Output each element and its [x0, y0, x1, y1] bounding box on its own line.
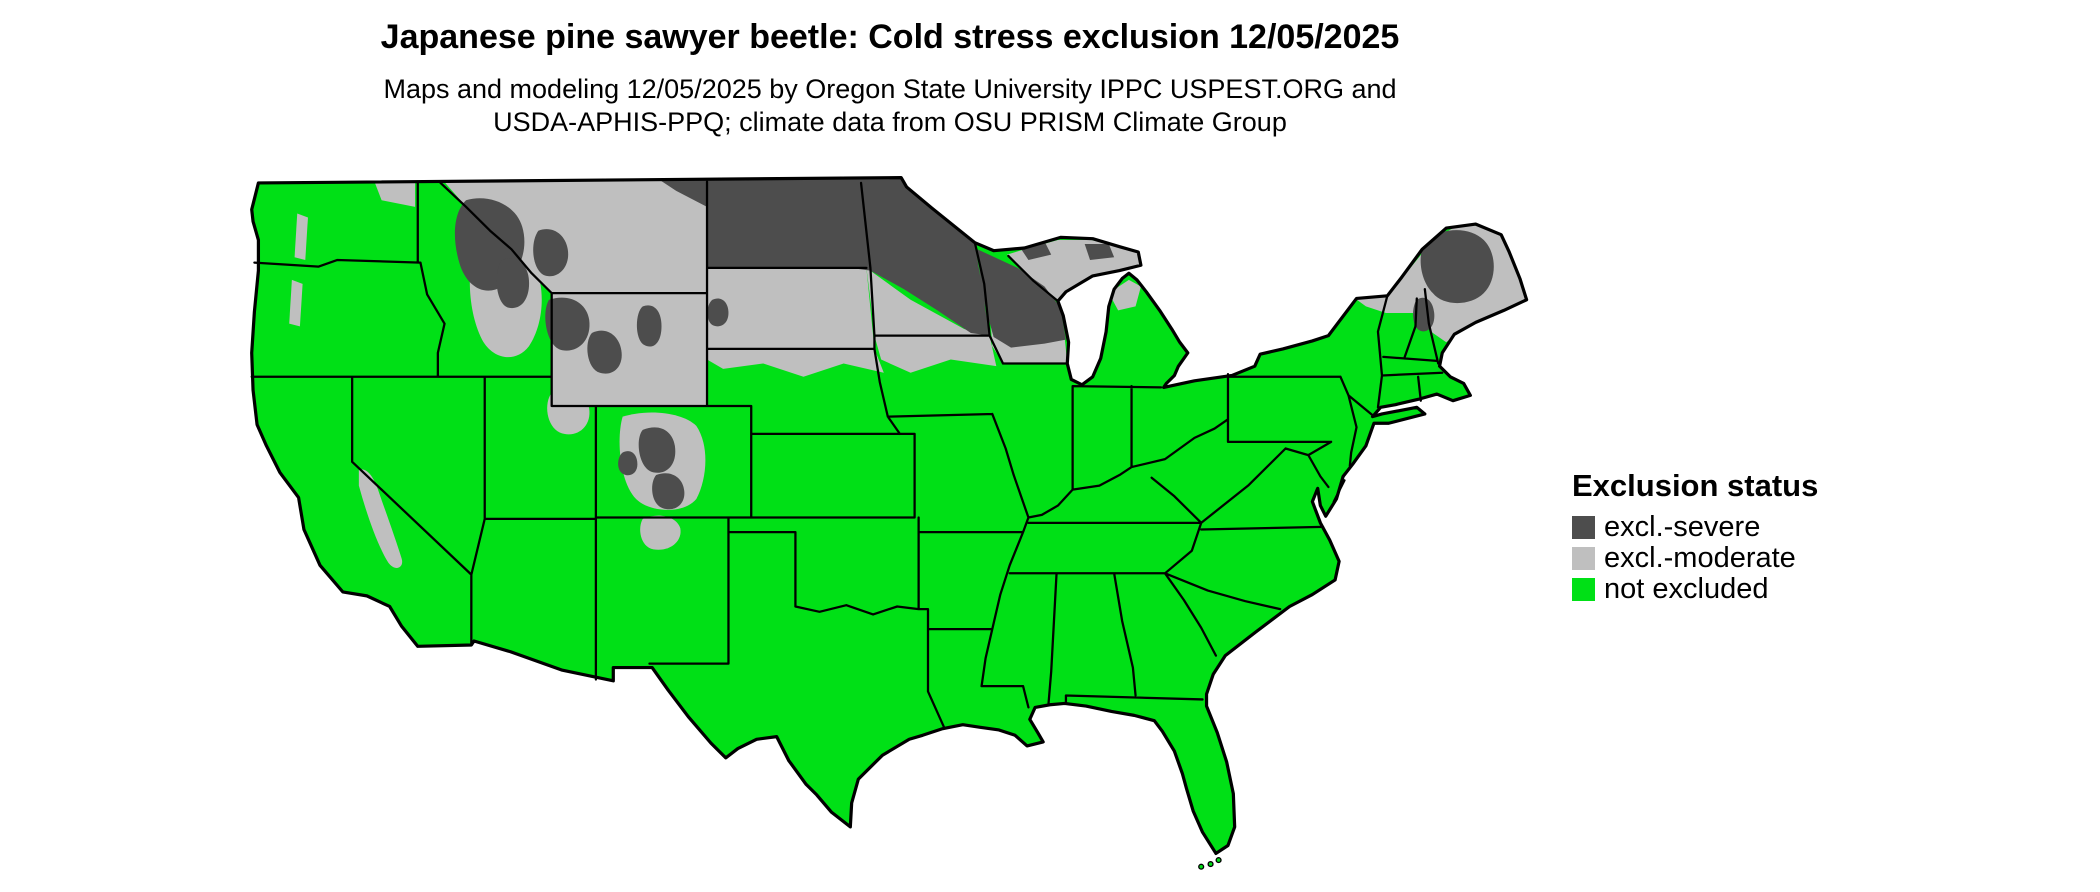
us-map-svg [250, 176, 1529, 870]
florida-keys [1198, 857, 1222, 870]
severe-label: excl.-severe [1604, 511, 1761, 543]
not-excluded-swatch [1572, 578, 1595, 601]
us-outline [250, 176, 1529, 856]
legend-item-moderate: excl.-moderate [1572, 542, 1818, 574]
legend: Exclusion status excl.-severe excl.-mode… [1572, 468, 1818, 609]
legend-title: Exclusion status [1572, 468, 1819, 503]
state-borders [250, 180, 1444, 729]
header: Japanese pine sawyer beetle: Cold stress… [381, 18, 1400, 139]
severe-swatch [1572, 516, 1595, 539]
not-excluded-label: not excluded [1604, 573, 1769, 605]
map-fill-layers [251, 177, 1527, 854]
legend-item-severe: excl.-severe [1572, 511, 1818, 543]
map-subtitle-line1: Maps and modeling 12/05/2025 by Oregon S… [383, 74, 1397, 104]
moderate-label: excl.-moderate [1604, 542, 1796, 574]
moderate-swatch [1572, 547, 1595, 570]
us-choropleth-map [241, 167, 1540, 884]
map-subtitle-line2: USDA-APHIS-PPQ; climate data from OSU PR… [493, 106, 1287, 137]
severe-exclusion-regions [454, 177, 1494, 510]
map-title: Japanese pine sawyer beetle: Cold stress… [380, 18, 1400, 56]
legend-item-not-excluded: not excluded [1572, 573, 1818, 605]
